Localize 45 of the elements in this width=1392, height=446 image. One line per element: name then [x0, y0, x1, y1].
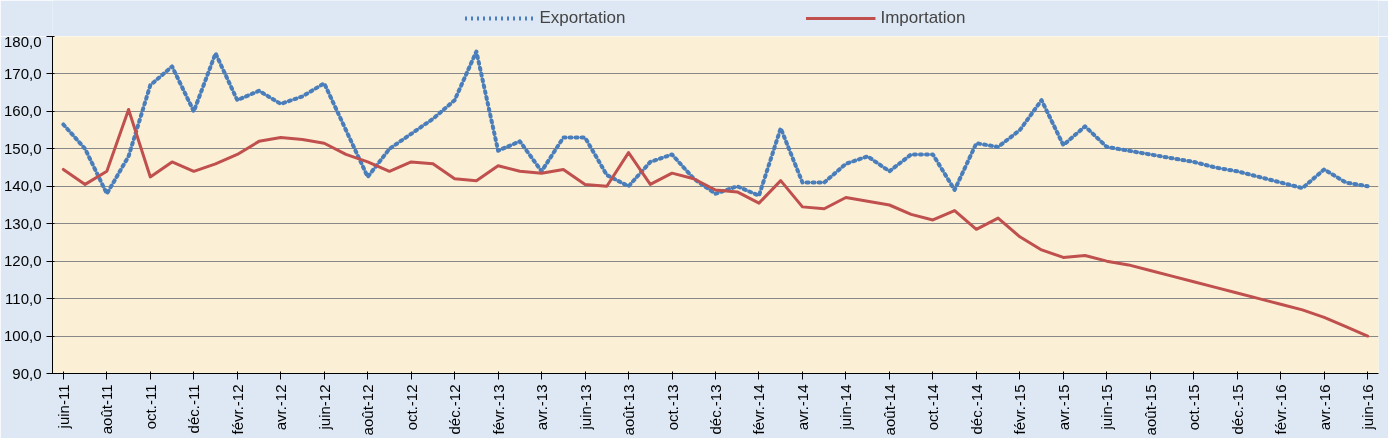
- legend-label: Importation: [880, 8, 966, 28]
- x-tick-label: août-11: [98, 384, 116, 435]
- y-tick-label: 160,0: [3, 102, 42, 120]
- x-tick-label: déc.-12: [446, 384, 464, 435]
- x-tick-label: juin-15: [1098, 384, 1116, 431]
- x-tick-label: déc.-13: [707, 384, 724, 435]
- y-tick-label: 100,0: [3, 327, 42, 345]
- x-tick-label: févr.-15: [1011, 384, 1029, 435]
- x-tick-label: avr.-15: [1054, 384, 1072, 431]
- y-tick-label: 140,0: [3, 177, 42, 195]
- x-tick-label: févr.-14: [750, 384, 768, 435]
- x-tick-label: déc.-11: [185, 384, 203, 434]
- x-tick-label: juin-11: [54, 384, 72, 430]
- x-tick-label: oct.-15: [1185, 384, 1203, 431]
- y-tick-label: 130,0: [3, 214, 42, 232]
- x-tick-label: août-14: [880, 384, 898, 436]
- x-tick-label: oct.-14: [924, 384, 942, 431]
- y-tick-label: 120,0: [3, 252, 42, 270]
- x-tick-label: oct.-13: [663, 384, 681, 431]
- line-series: [61, 49, 1370, 198]
- y-tick-label: 180,0: [3, 32, 42, 50]
- x-tick-label: févr.-13: [489, 384, 507, 435]
- x-tick-label: déc.-14: [967, 384, 985, 435]
- y-tick-label: 90,0: [12, 364, 42, 382]
- x-tick-label: oct.-12: [402, 384, 420, 431]
- x-tick-label: févr.-16: [1272, 384, 1290, 435]
- x-tick-label: juin-14: [837, 384, 855, 431]
- x-tick-label: août-13: [620, 384, 638, 436]
- x-tick-label: févr.-12: [228, 384, 246, 435]
- legend-label: Exportation: [539, 8, 626, 28]
- y-tick-label: 150,0: [3, 139, 42, 157]
- x-tick-label: avr.-13: [533, 384, 551, 431]
- x-tick-label: juin-16: [1359, 384, 1377, 431]
- x-tick-label: avr.-14: [793, 384, 811, 431]
- x-tick-label: août-15: [1141, 384, 1159, 436]
- x-tick-label: déc.-15: [1228, 384, 1246, 435]
- line-series: [61, 108, 1370, 338]
- x-tick-label: juin-13: [576, 384, 594, 431]
- x-tick-label: avr.-12: [272, 384, 290, 431]
- x-tick-label: août-12: [359, 384, 377, 436]
- y-tick-label: 110,0: [5, 289, 42, 307]
- x-tick-label: avr.-16: [1315, 384, 1333, 431]
- x-tick-label: oct.-11: [141, 384, 159, 430]
- x-tick-label: juin-12: [315, 384, 333, 431]
- y-tick-label: 170,0: [3, 64, 42, 82]
